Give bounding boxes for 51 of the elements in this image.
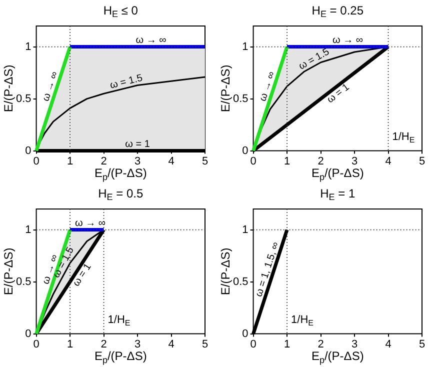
text: ω = 1.5 [108, 72, 144, 92]
x-tick-label: 2 [318, 155, 324, 168]
y-tick-label: 1 [25, 40, 32, 53]
x-tick-label: 1 [284, 155, 290, 168]
x-tick-label: 5 [418, 155, 426, 168]
text: ω → ∞ [258, 70, 278, 103]
x-tick-label: 3 [134, 338, 141, 350]
x-tick-label: 5 [418, 338, 426, 350]
x-tick-label: 3 [351, 155, 358, 168]
x-tick-label: 4 [168, 155, 174, 168]
y-tick-label: 1 [242, 40, 248, 53]
y-axis-title: E/(P-ΔS) [1, 248, 16, 296]
x-tick-label: 0 [250, 338, 256, 350]
y-tick-label: 0.5 [16, 276, 32, 288]
x-tick-label: 1 [66, 338, 74, 350]
y-tick-label: 0.5 [232, 92, 248, 105]
series-label: ω → ∞ [332, 35, 364, 46]
x-tick-label: 0 [33, 338, 40, 350]
y-tick-label: 0 [25, 328, 32, 340]
y-axis-title: E/(P-ΔS) [1, 64, 16, 112]
y-axis-title: E/(P-ΔS) [218, 248, 232, 296]
text: ω = 1, 1.5, ∞ [254, 240, 282, 298]
text: ω = 1 [71, 261, 94, 288]
y-tick-label: 1 [25, 224, 32, 236]
text: ω = 1.5 [297, 46, 332, 72]
x-tick-label: 5 [202, 338, 208, 350]
x-tick-label: 0 [250, 155, 256, 168]
x-tick-label: 4 [385, 155, 392, 168]
series-label: ω → ∞ [136, 35, 166, 46]
x-tick-label: 2 [100, 338, 107, 350]
series-label: ω → ∞ [75, 218, 106, 230]
series-label: ω = 1 [125, 139, 150, 150]
text: ω = 1 [325, 82, 352, 106]
y-tick-label: 0 [242, 328, 248, 340]
y-tick-label: 0.5 [16, 92, 32, 105]
x-tick-label: 1 [66, 155, 74, 168]
x-tick-label: 5 [202, 155, 208, 168]
y-tick-label: 0 [242, 144, 248, 157]
x-tick-label: 1 [284, 338, 290, 350]
x-tick-label: 2 [100, 155, 107, 168]
x-tick-label: 3 [134, 155, 141, 168]
x-tick-label: 3 [351, 338, 358, 350]
y-tick-label: 0 [25, 144, 32, 157]
x-tick-label: 4 [385, 338, 392, 350]
y-tick-label: 1 [242, 224, 248, 236]
x-tick-label: 4 [168, 338, 174, 350]
x-tick-label: 0 [33, 155, 40, 168]
y-axis-title: E/(P-ΔS) [218, 64, 232, 112]
text: ω → ∞ [40, 70, 61, 103]
x-tick-label: 2 [318, 338, 324, 350]
y-tick-label: 0.5 [232, 276, 248, 288]
